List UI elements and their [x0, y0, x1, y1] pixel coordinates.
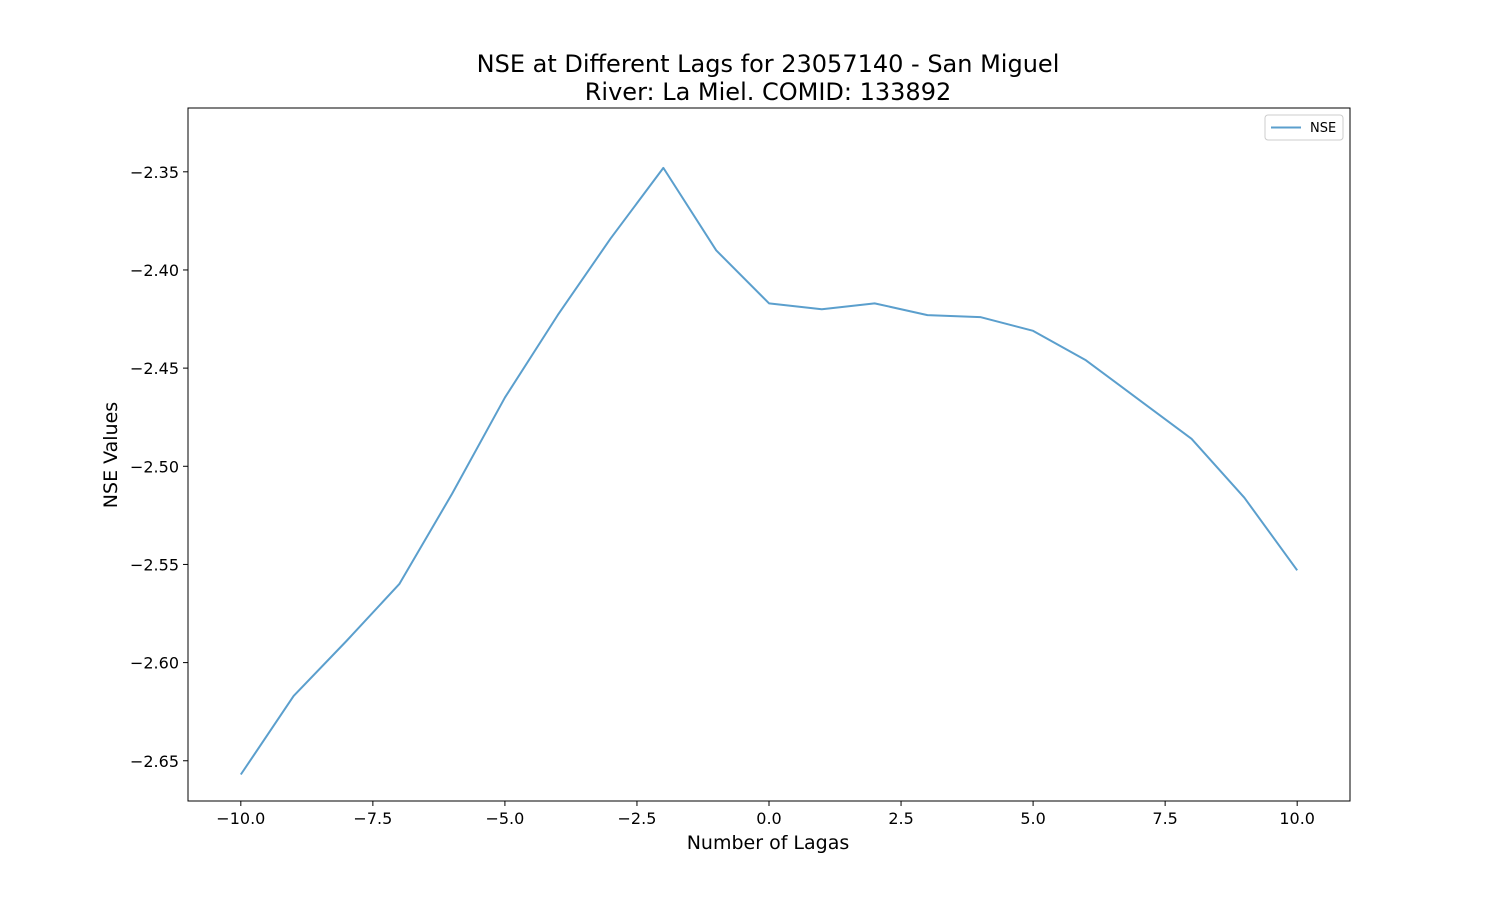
chart-title-line-2: River: La Miel. COMID: 133892 — [585, 78, 952, 106]
x-tick-label: −2.5 — [618, 809, 657, 828]
data-point — [504, 397, 506, 399]
series-line-nse — [239, 166, 1298, 776]
data-point — [346, 640, 348, 642]
plot-area — [239, 166, 1298, 776]
data-point — [398, 583, 400, 585]
legend: NSE — [1264, 114, 1344, 141]
data-point — [663, 167, 665, 169]
data-point — [768, 303, 770, 305]
x-tick-label: 7.5 — [1152, 809, 1177, 828]
x-tick-label: 0.0 — [756, 809, 781, 828]
y-tick-label: −2.50 — [130, 457, 179, 476]
data-point — [557, 314, 559, 316]
y-tick-label: −2.35 — [130, 163, 179, 182]
y-axis-label: NSE Values — [100, 402, 122, 508]
x-tick-label: −7.5 — [353, 809, 392, 828]
data-point — [240, 774, 242, 776]
y-tick-label: −2.55 — [130, 555, 179, 574]
data-point — [1296, 570, 1298, 572]
chart-title-line-1: NSE at Different Lags for 23057140 - San… — [477, 50, 1060, 78]
data-point — [979, 316, 981, 318]
data-point — [927, 314, 929, 316]
data-point — [1138, 399, 1140, 401]
x-tick-label: 10.0 — [1279, 809, 1315, 828]
data-point — [874, 303, 876, 305]
data-point — [1085, 359, 1087, 361]
y-tick-label: −2.40 — [130, 261, 179, 280]
data-point — [821, 308, 823, 310]
x-tick-label: −5.0 — [485, 809, 524, 828]
plot-frame — [187, 107, 1351, 802]
x-axis-label: Number of Lagas — [687, 832, 850, 854]
data-point — [293, 695, 295, 697]
data-point — [451, 493, 453, 495]
y-tick-label: −2.65 — [130, 752, 179, 771]
data-point — [1191, 438, 1193, 440]
data-point — [1244, 497, 1246, 499]
legend-label-nse: NSE — [1310, 121, 1336, 136]
y-axis-ticks: −2.65 −2.60 −2.55 −2.50 −2.45 −2.40 −2.35 — [130, 163, 188, 771]
legend-box — [1264, 114, 1344, 141]
data-point — [1032, 330, 1034, 332]
y-tick-label: −2.60 — [130, 654, 179, 673]
data-point — [610, 238, 612, 240]
y-tick-label: −2.45 — [130, 359, 179, 378]
x-tick-label: 5.0 — [1020, 809, 1045, 828]
x-tick-label: 2.5 — [888, 809, 913, 828]
x-tick-label: −10.0 — [216, 809, 265, 828]
x-axis-ticks: −10.0 −7.5 −5.0 −2.5 0.0 2.5 5.0 7.5 10.0 — [216, 801, 1315, 828]
data-point — [715, 250, 717, 252]
